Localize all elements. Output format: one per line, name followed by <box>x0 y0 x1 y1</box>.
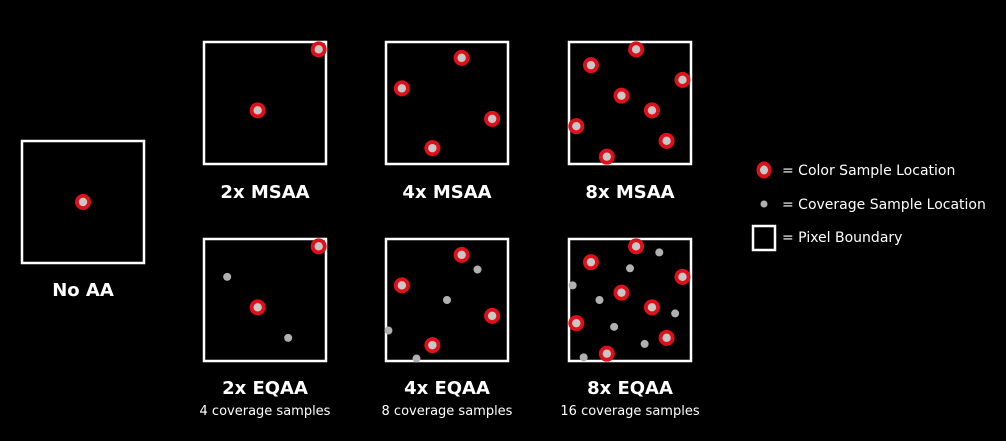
panel-title: 8x EQAA <box>587 378 673 399</box>
legend-coverage-sample-icon <box>760 200 768 208</box>
panel-title: 8x MSAA <box>585 182 674 203</box>
pixel-boundary <box>384 40 510 166</box>
coverage-sample-dot <box>568 281 577 290</box>
color-sample-dot <box>484 110 501 127</box>
panels-layer: No AA 2x MSAA 4x MSAA 8x MSAA 2x EQAA 4 cover… <box>20 40 700 419</box>
coverage-sample-dot <box>626 264 634 273</box>
color-sample-dot <box>75 194 91 210</box>
pixel-boundary <box>567 237 693 363</box>
color-sample-dot <box>613 284 630 301</box>
legend-color-sample-label: = Color Sample Location <box>782 163 955 179</box>
color-sample-dot <box>453 246 470 263</box>
panel-title: 4x MSAA <box>402 182 491 203</box>
panel-8x-eqaa: 8x EQAA 16 coverage samples <box>560 237 700 419</box>
color-sample-dot <box>643 102 660 119</box>
color-sample-dot <box>628 238 645 255</box>
panel-4x-eqaa: 4x EQAA 8 coverage samples <box>382 237 513 419</box>
color-sample-dot <box>598 148 615 165</box>
panel-title: 4x EQAA <box>404 378 490 399</box>
legend-color-sample-icon <box>756 161 772 179</box>
color-sample-dot <box>568 315 585 332</box>
coverage-sample-dot <box>655 248 664 257</box>
pixel-boundary <box>202 237 328 363</box>
color-sample-dot <box>424 140 441 157</box>
color-sample-dot <box>658 329 675 346</box>
pixel-boundary <box>384 237 510 363</box>
coverage-sample-dot <box>384 326 393 335</box>
panel-subtitle: 16 coverage samples <box>560 404 699 419</box>
panel-subtitle: 4 coverage samples <box>200 404 331 419</box>
panel-title: No AA <box>52 280 114 301</box>
color-sample-dot <box>613 87 630 104</box>
color-sample-dot <box>628 41 645 58</box>
color-sample-dot <box>310 238 327 255</box>
legend-coverage-sample-label: = Coverage Sample Location <box>782 197 986 213</box>
color-sample-dot <box>310 41 327 58</box>
legend-pixel-boundary-label: = Pixel Boundary <box>782 230 902 246</box>
color-sample-dot <box>453 49 470 66</box>
coverage-sample-dot <box>610 322 619 331</box>
color-sample-dot <box>674 268 691 285</box>
panel-2x-eqaa: 2x EQAA 4 coverage samples <box>200 237 331 419</box>
color-sample-dot <box>424 337 441 354</box>
coverage-sample-dot <box>579 353 588 362</box>
coverage-sample-dot <box>473 265 482 274</box>
pixel-boundary <box>20 139 146 265</box>
pixel-boundary <box>202 40 328 166</box>
legend-pixel-boundary-icon <box>751 224 777 252</box>
coverage-sample-dot <box>595 296 604 304</box>
color-sample-dot <box>393 277 410 294</box>
panel-2x-msaa: 2x MSAA <box>202 40 328 203</box>
panel-subtitle: 8 coverage samples <box>382 404 513 419</box>
color-sample-dot <box>598 345 615 362</box>
color-sample-dot <box>643 299 660 316</box>
color-sample-dot <box>484 307 501 324</box>
coverage-sample-dot <box>671 309 680 318</box>
color-sample-dot <box>249 299 266 316</box>
panel-4x-msaa: 4x MSAA <box>384 40 510 203</box>
color-sample-dot <box>674 71 691 88</box>
pixel-boundary <box>567 40 693 166</box>
color-sample-dot <box>582 57 599 74</box>
coverage-sample-dot <box>640 339 649 348</box>
panel-title: 2x MSAA <box>220 182 309 203</box>
coverage-sample-dot <box>443 296 451 304</box>
panel-no-aa: No AA <box>20 139 146 301</box>
color-sample-dot <box>568 118 585 135</box>
panel-8x-msaa: 8x MSAA <box>567 40 693 203</box>
legend: = Color Sample Location = Coverage Sampl… <box>751 161 986 252</box>
coverage-sample-dot <box>284 333 293 342</box>
color-sample-dot <box>658 132 675 149</box>
color-sample-dot <box>582 254 599 271</box>
panel-title: 2x EQAA <box>222 378 308 399</box>
coverage-sample-dot <box>223 272 232 281</box>
color-sample-dot <box>249 102 266 119</box>
color-sample-dot <box>393 80 410 97</box>
coverage-sample-dot <box>412 354 421 363</box>
